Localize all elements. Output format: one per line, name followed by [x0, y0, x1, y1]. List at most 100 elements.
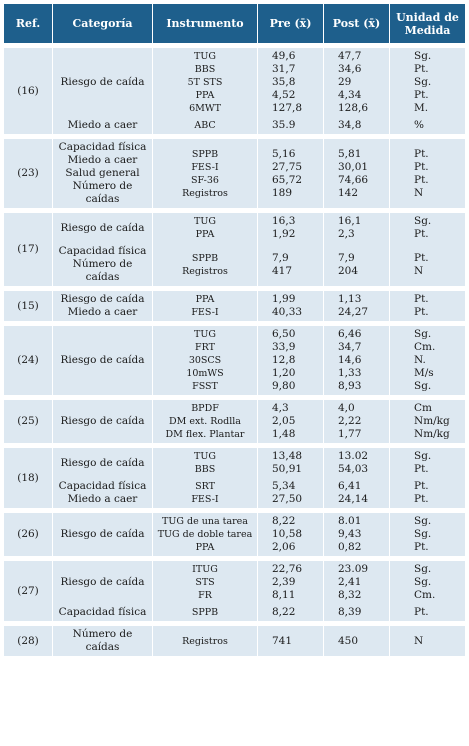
post-value-cell: 34,8: [323, 117, 390, 137]
post-line: 7,9: [338, 251, 355, 264]
instrument-cell: SPPB Registros: [152, 243, 258, 289]
post-line: 6,46: [338, 328, 362, 340]
pre-line: 12,8: [272, 354, 296, 366]
post-line: 23.09: [338, 563, 369, 575]
ins-line: TUG de una tarea: [162, 516, 248, 527]
post-value-cell: 16,1 2,3: [323, 208, 390, 243]
pre-line: 4,3: [272, 402, 289, 414]
uni-line: Pt.: [414, 293, 429, 305]
table-header: Ref. Categoría Instrumento Pre (x̄) Post…: [3, 4, 466, 46]
cat-line: Riesgo de caída: [60, 76, 145, 88]
ref-cell: (26): [3, 508, 53, 559]
pre-line: 16,3: [272, 215, 296, 227]
pre-line: 35.9: [272, 119, 296, 131]
pre-line: 2,06: [272, 541, 296, 553]
ins-line: SPPB: [191, 148, 219, 160]
table-row: Capacidad física SPPB 8,22 8,39 Pt.: [4, 604, 466, 624]
ins-line: BBS: [194, 464, 216, 475]
category-cell: Riesgo de caída: [52, 395, 153, 446]
table-row: (25) Riesgo de caída BPDF DM ext. Rodlla DM …: [3, 395, 466, 446]
ref-cell: (18): [3, 443, 53, 511]
cat-line: Riesgo de caída: [60, 415, 145, 427]
pre-line: 31,7: [272, 63, 296, 75]
cat-line: Número de: [72, 180, 133, 192]
cat-line: Riesgo de caída: [60, 576, 145, 588]
cat-line: Miedo a caer: [67, 306, 138, 318]
header-post: Post (x̄): [323, 4, 390, 46]
ins-line: FES-I: [191, 307, 219, 318]
unit-cell: Pt. Pt.: [389, 478, 466, 511]
uni-line: Sg.: [414, 576, 432, 588]
unit-cell: Sg. Cm. N. M/s Sg.: [389, 321, 466, 398]
category-cell: Riesgo de caída Miedo a caer: [52, 286, 153, 324]
uni-line: Cm.: [414, 341, 436, 353]
ins-line: PPA: [195, 294, 215, 305]
pre-value-cell: 8,22 10,58 2,06: [257, 508, 324, 559]
uni-line: Pt.: [414, 541, 429, 553]
cat-line: caídas: [85, 641, 120, 653]
post-value-cell: 450: [323, 621, 390, 656]
unit-cell: Sg. Sg. Cm.: [389, 556, 466, 604]
cat-line: Miedo a caer: [67, 493, 138, 505]
unit-cell: Pt. Pt. Pt. N: [389, 134, 466, 211]
uni-line: Cm: [414, 402, 432, 414]
pre-line: 127,8: [272, 102, 303, 114]
cat-line: Salud general: [65, 167, 140, 179]
post-value-cell: 13.02 54,03: [323, 443, 390, 478]
header-instrumento: Instrumento: [152, 4, 258, 46]
cat-line: Riesgo de caída: [60, 293, 145, 305]
category-cell: Capacidad física Número de caídas: [52, 243, 153, 289]
instrument-cell: TUG BBS: [152, 443, 258, 478]
category-cell: Riesgo de caída: [52, 508, 153, 559]
cat-line: Capacidad física: [58, 606, 147, 618]
post-line: 204: [338, 264, 359, 277]
pre-value-cell: 5,34 27,50: [257, 478, 324, 511]
pre-value-cell: 22,76 2,39 8,11: [257, 556, 324, 604]
post-line: 8.01: [338, 515, 362, 527]
pre-value-cell: 35.9: [257, 117, 324, 137]
table-row: Capacidad física Miedo a caer SRT FES-I 5,34…: [4, 478, 466, 511]
uni-line: Pt.: [414, 480, 429, 492]
post-value-cell: 47,7 34,6 29 4,34 128,6: [323, 43, 390, 117]
uni-line: Sg.: [414, 515, 432, 527]
pre-value-cell: 13,48 50,91: [257, 443, 324, 478]
ins-line: DM flex. Plantar: [165, 429, 245, 440]
pre-line: 8,22: [272, 515, 296, 527]
post-line: 54,03: [338, 463, 369, 475]
ins-line: FES-I: [191, 494, 219, 505]
table-row: (26) Riesgo de caída TUG de una tarea TUG d…: [3, 508, 466, 559]
cat-line: Riesgo de caída: [60, 354, 145, 366]
cat-line: Capacidad física: [58, 480, 147, 492]
uni-line: Sg.: [414, 50, 432, 62]
ins-line: Registros: [182, 635, 228, 647]
post-line: 2,3: [338, 228, 355, 240]
uni-line: Pt.: [414, 160, 429, 173]
pre-line: 49,6: [272, 50, 296, 62]
ref-cell: (28): [3, 621, 53, 656]
category-cell: Capacidad física: [52, 604, 153, 624]
ins-line: PPA: [195, 90, 215, 101]
uni-line: Pt.: [414, 606, 429, 618]
uni-line: Pt.: [414, 463, 429, 475]
post-value-cell: 6,46 34,7 14,6 1,33 8,93: [323, 321, 390, 398]
unit-cell: Sg. Pt. Sg. Pt. M.: [389, 43, 466, 117]
pre-value-cell: 16,3 1,92: [257, 208, 324, 243]
ref-cell: (23): [3, 134, 53, 211]
uni-line: N: [414, 186, 424, 199]
uni-line: M.: [414, 102, 429, 114]
cat-line: caídas: [85, 271, 120, 283]
instrument-cell: TUG de una tarea TUG de doble tarea PPA: [152, 508, 258, 559]
ref-cell: (15): [3, 286, 53, 324]
table-row: (24) Riesgo de caída TUG FRT 30SCS 10mWS FSST 6…: [3, 321, 466, 398]
pre-value-cell: 5,16 27,75 65,72 189: [257, 134, 324, 211]
post-line: 24,27: [338, 306, 369, 318]
ins-line: Registros: [182, 187, 228, 199]
instrument-cell: ABC: [152, 117, 258, 137]
ref-cell: (25): [3, 395, 53, 446]
pre-value-cell: 1,99 40,33: [257, 286, 324, 324]
post-line: 5,81: [338, 147, 362, 160]
post-line: 34,6: [338, 63, 362, 75]
post-value-cell: 4,0 2,22 1,77: [323, 395, 390, 446]
ins-line: STS: [195, 577, 215, 588]
unit-cell: Cm Nm/kg Nm/kg: [389, 395, 466, 446]
